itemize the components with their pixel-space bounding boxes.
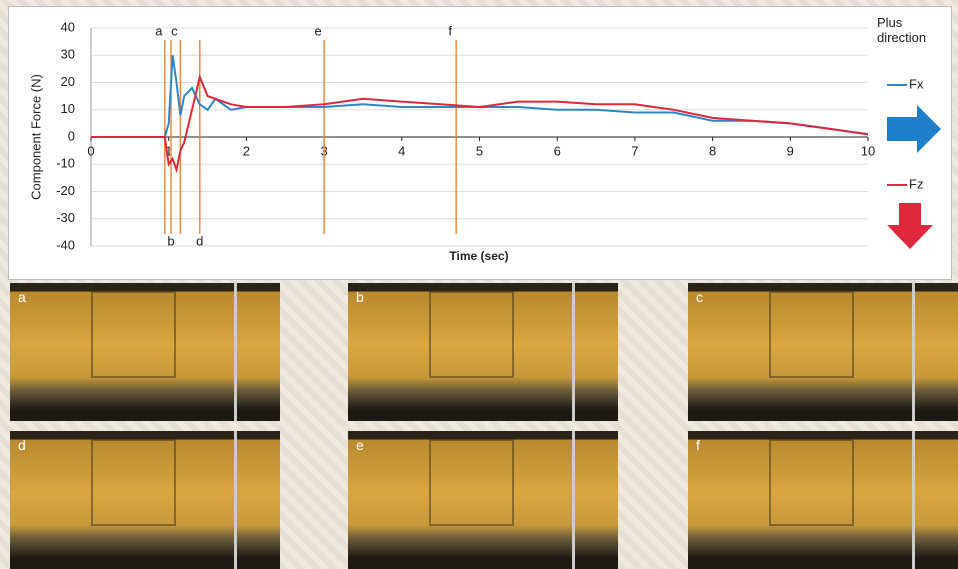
- y-tick-label: 40: [61, 19, 75, 34]
- y-tick-label: 20: [61, 74, 75, 89]
- x-tick-label: 2: [243, 143, 250, 158]
- photo: f: [688, 431, 958, 569]
- event-label: e: [314, 23, 321, 38]
- x-tick-label: 5: [476, 143, 483, 158]
- x-tick-label: 10: [861, 143, 875, 158]
- legend-title-box: Plus direction: [877, 15, 949, 59]
- x-tick-label: 9: [787, 143, 794, 158]
- photo: c: [688, 283, 958, 421]
- photo-label: f: [696, 437, 700, 453]
- x-tick-label: 8: [709, 143, 716, 158]
- y-tick-label: 30: [61, 47, 75, 62]
- photo: a: [10, 283, 280, 421]
- x-tick-label: 0: [87, 143, 94, 158]
- page: Component Force (N) Time (sec) Plus dire…: [0, 0, 958, 569]
- event-label: d: [196, 233, 203, 248]
- event-label: f: [448, 23, 452, 38]
- event-label: c: [171, 23, 178, 38]
- y-tick-label: -10: [56, 156, 75, 171]
- photo-label: a: [18, 289, 26, 305]
- x-tick-label: 6: [554, 143, 561, 158]
- legend-label: Fz: [909, 176, 923, 191]
- event-label: a: [155, 23, 163, 38]
- photo: e: [348, 431, 618, 569]
- y-axis-label: Component Force (N): [28, 74, 43, 200]
- chart: Component Force (N) Time (sec) Plus dire…: [8, 6, 952, 280]
- arrow-right: [887, 105, 941, 153]
- y-tick-label: -20: [56, 183, 75, 198]
- photo-label: d: [18, 437, 26, 453]
- arrow-down: [887, 203, 933, 249]
- y-tick-label: 10: [61, 101, 75, 116]
- x-tick-label: 7: [631, 143, 638, 158]
- y-tick-label: -40: [56, 237, 75, 252]
- legend-label: Fx: [909, 76, 924, 91]
- photo-label: e: [356, 437, 364, 453]
- photo: d: [10, 431, 280, 569]
- x-axis-label: Time (sec): [449, 249, 508, 263]
- y-tick-label: -30: [56, 210, 75, 225]
- photo: b: [348, 283, 618, 421]
- legend-title: Plus direction: [877, 15, 949, 45]
- photo-label: c: [696, 289, 703, 305]
- x-tick-label: 4: [398, 143, 405, 158]
- event-label: b: [167, 233, 174, 248]
- photo-label: b: [356, 289, 364, 305]
- y-tick-label: 0: [68, 128, 75, 143]
